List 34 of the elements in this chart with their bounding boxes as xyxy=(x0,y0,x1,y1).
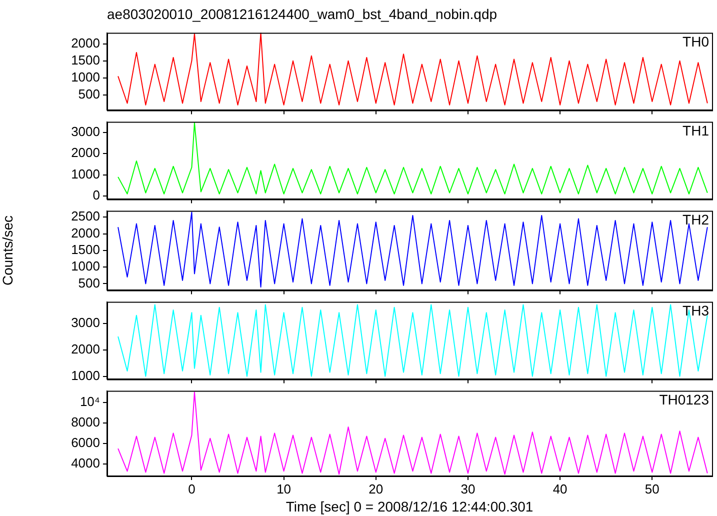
x-tick-label: 40 xyxy=(552,481,568,496)
y-tick-label: 1000 xyxy=(71,258,100,274)
y-tick-label: 2000 xyxy=(71,341,100,356)
y-tick-label: 2000 xyxy=(71,225,100,240)
y-tick-label: 10⁴ xyxy=(80,394,100,409)
series-label: TH3 xyxy=(682,302,710,319)
x-tick-label: 30 xyxy=(460,481,476,496)
chart-title: ae803020010_20081216124400_wam0_bst_4band_nobin.qdp xyxy=(107,6,498,22)
series-label: TH0123 xyxy=(659,392,710,408)
y-tick-label: 8000 xyxy=(71,414,100,430)
x-tick-label: 0 xyxy=(188,481,196,496)
text: TH1 xyxy=(682,122,710,139)
y-tick-label: 3000 xyxy=(71,314,100,330)
x-tick-label: 50 xyxy=(644,481,660,496)
y-tick-label: 1500 xyxy=(71,52,100,68)
y-tick-label: 1000 xyxy=(71,166,100,182)
y-tick-label: 6000 xyxy=(71,435,100,450)
y-tick-label: 2000 xyxy=(71,145,100,160)
y-tick-label: 0 xyxy=(92,188,100,203)
y-tick-label: 1500 xyxy=(71,242,100,257)
y-tick-label: 4000 xyxy=(71,456,100,471)
x-tick-label: 20 xyxy=(368,481,384,496)
y-tick-label: 1000 xyxy=(71,368,100,383)
series-label: TH0 xyxy=(682,34,710,50)
y-tick-label: 2000 xyxy=(71,36,100,51)
y-tick-label: 2500 xyxy=(71,208,100,224)
y-tick-label: 1000 xyxy=(71,69,100,84)
y-tick-label: 3000 xyxy=(71,124,100,139)
x-axis-title: Time [sec] 0 = 2008/12/16 12:44:00.301 xyxy=(286,498,534,514)
y-tick-label: 500 xyxy=(78,275,100,290)
y-tick-label: 500 xyxy=(78,86,100,102)
x-tick-label: 10 xyxy=(276,481,292,496)
series-label: TH2 xyxy=(682,212,710,228)
y-axis-title: Counts/sec xyxy=(0,215,16,286)
